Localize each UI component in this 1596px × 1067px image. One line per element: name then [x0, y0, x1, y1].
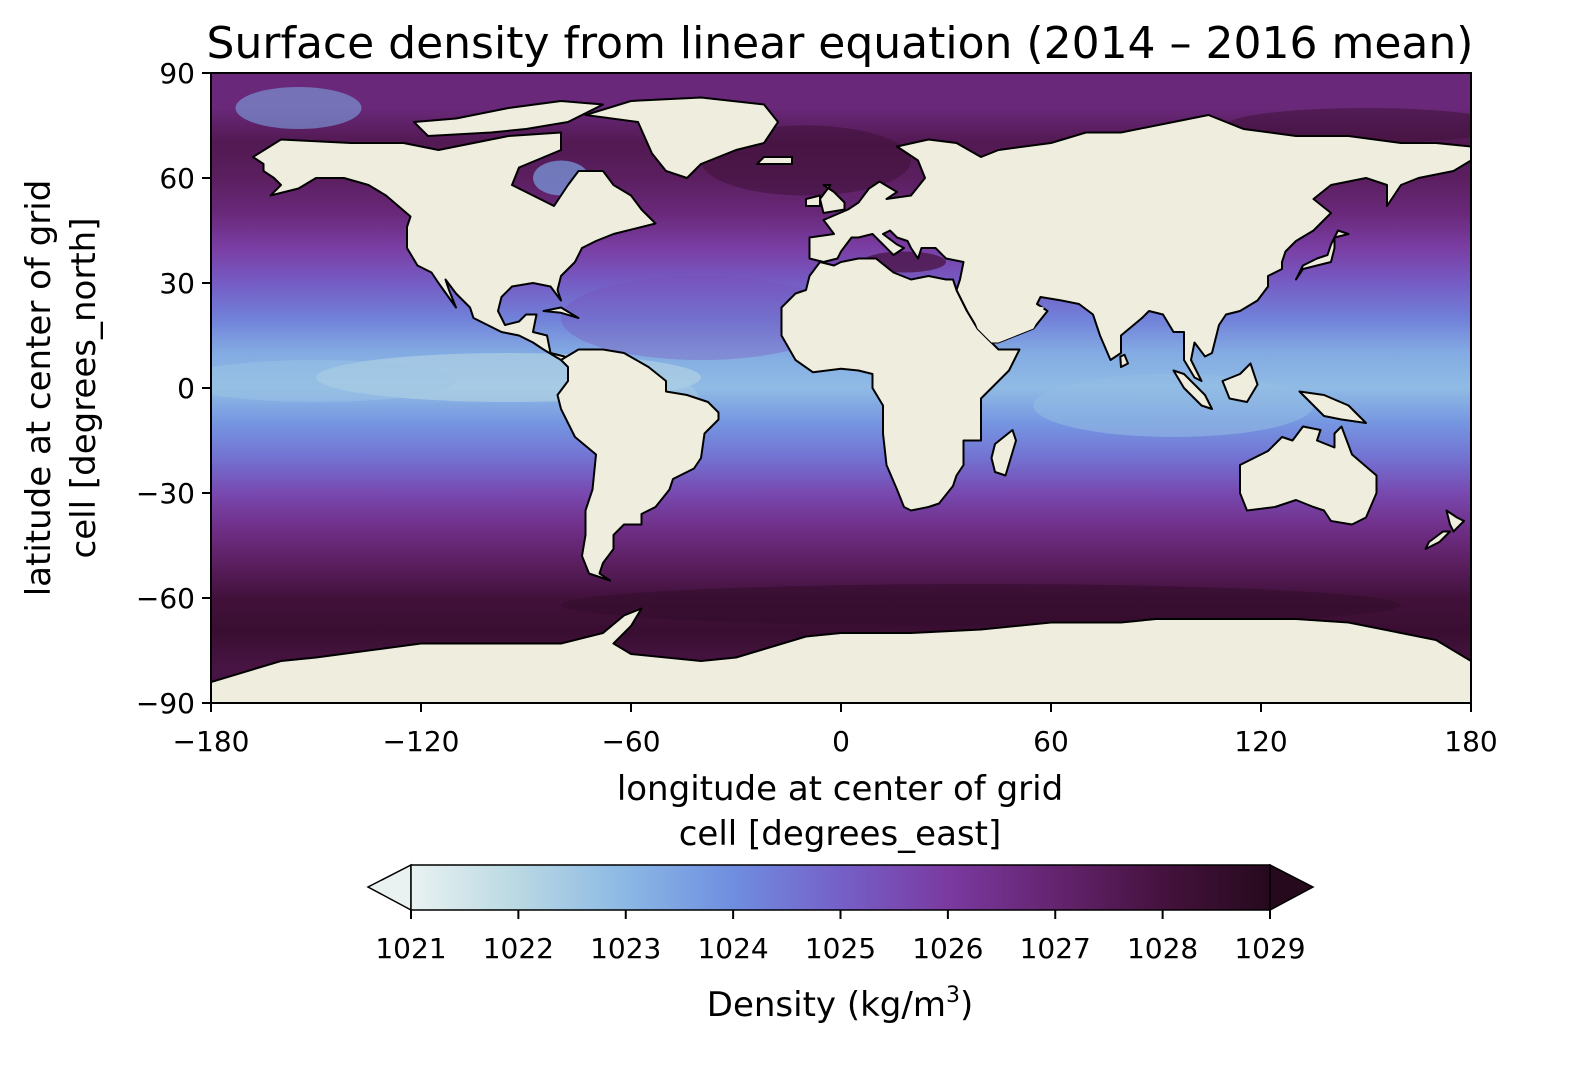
density-anomaly: [211, 360, 456, 402]
x-tick-label: −120: [383, 725, 460, 758]
colorbar-tick-label: 1028: [1127, 932, 1198, 965]
x-tick-label: −180: [173, 725, 250, 758]
land-japan: [1295, 229, 1350, 281]
land-arabia-fill: [963, 283, 1044, 343]
colorbar-tick-label: 1022: [483, 932, 554, 965]
land-sri-lanka: [1119, 353, 1129, 368]
land-greenland: [584, 96, 779, 179]
land-arctic-islands: [413, 100, 604, 137]
land-antarctica: [211, 607, 1471, 703]
x-axis-label-line1: longitude at center of grid: [617, 769, 1063, 809]
colorbar-tick-label: 1029: [1234, 932, 1305, 965]
y-tick-label: −60: [136, 582, 195, 615]
density-anomaly: [235, 87, 362, 129]
land-new-zealand-s: [1424, 530, 1451, 550]
chart-title: Surface density from linear equation (20…: [207, 18, 1474, 69]
colorbar-ticks: 1021 1022 1023 1024 1025 1026 1027 1028 1029: [375, 910, 1306, 965]
y-tick-label: −30: [136, 477, 195, 510]
x-tick-label: −60: [601, 725, 660, 758]
colorbar-tick-label: 1024: [697, 932, 768, 965]
y-tick-label: 0: [177, 372, 195, 405]
x-tick-label: 180: [1444, 725, 1497, 758]
y-tick-label: 30: [159, 267, 195, 300]
land-masses: [211, 96, 1471, 703]
land-ireland: [805, 194, 821, 207]
colorbar-label-suffix: ): [960, 985, 973, 1025]
density-anomaly: [561, 276, 841, 360]
land-new-zealand-n: [1445, 509, 1465, 533]
y-tick-label: 60: [159, 162, 195, 195]
y-axis: 90 60 30 0 −30 −60 −90: [136, 57, 211, 720]
x-tick-label: 60: [1033, 725, 1069, 758]
land-iceland: [756, 156, 793, 165]
map-panel: [211, 73, 1471, 703]
colorbar-label: Density (kg/m3): [707, 983, 973, 1025]
colorbar-tick-label: 1025: [805, 932, 876, 965]
land-south-america: [556, 348, 720, 582]
colorbar-tick-label: 1021: [375, 932, 446, 965]
land-new-guinea: [1298, 390, 1367, 424]
colorbar-tick-label: 1023: [590, 932, 661, 965]
land-africa-eurasia: [780, 257, 1021, 512]
land-madagascar: [990, 429, 1017, 477]
x-tick-label: 0: [832, 725, 850, 758]
y-tick-label: 90: [159, 57, 195, 90]
x-axis-label-line2: cell [degrees_east]: [679, 814, 1002, 854]
land-cuba: [542, 306, 580, 319]
land-australia: [1239, 425, 1378, 526]
colorbar-tick-label: 1026: [912, 932, 983, 965]
x-tick-label: 120: [1234, 725, 1287, 758]
colorbar-extend-min: [366, 863, 412, 912]
colorbar: 1021 1022 1023 1024 1025 1026 1027 1028 1029 Den…: [366, 863, 1315, 1025]
y-tick-label: −90: [136, 687, 195, 720]
land-north-america: [252, 131, 657, 365]
colorbar-extend-max: [1269, 863, 1315, 912]
land-britain: [819, 184, 846, 214]
colorbar-tick-label: 1027: [1020, 932, 1091, 965]
colorbar-body: [410, 864, 1271, 911]
y-axis-label-line1: latitude at center of grid: [19, 180, 59, 597]
colorbar-label-prefix: Density (kg/m: [707, 985, 946, 1025]
land-borneo: [1221, 362, 1259, 403]
colorbar-label-sup: 3: [946, 983, 960, 1008]
density-anomaly: [561, 584, 1401, 626]
density-anomaly: [1033, 374, 1314, 437]
land-sumatra: [1172, 369, 1213, 410]
x-axis: −180 −120 −60 0 60 120 180: [173, 703, 1498, 758]
y-axis-label-line2: cell [degrees_north]: [64, 218, 104, 559]
